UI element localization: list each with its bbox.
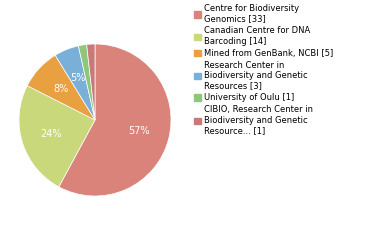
Text: 57%: 57% xyxy=(128,126,150,136)
Wedge shape xyxy=(78,44,95,120)
Wedge shape xyxy=(19,86,95,187)
Wedge shape xyxy=(59,44,171,196)
Wedge shape xyxy=(27,55,95,120)
Wedge shape xyxy=(87,44,95,120)
Wedge shape xyxy=(55,46,95,120)
Text: 24%: 24% xyxy=(41,129,62,139)
Legend: Centre for Biodiversity
Genomics [33], Canadian Centre for DNA
Barcoding [14], M: Centre for Biodiversity Genomics [33], C… xyxy=(194,4,333,135)
Text: 8%: 8% xyxy=(54,84,69,94)
Text: 5%: 5% xyxy=(70,73,86,83)
